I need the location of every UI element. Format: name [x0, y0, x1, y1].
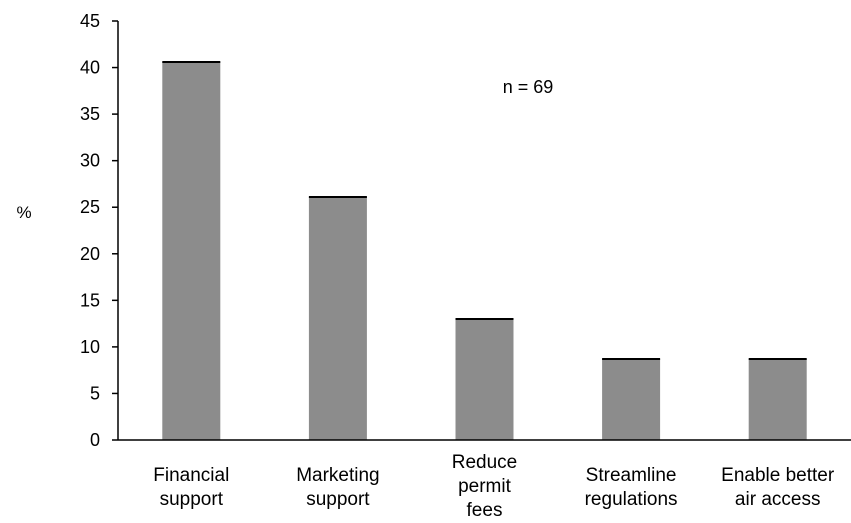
bar	[162, 61, 221, 441]
y-tick-label: 45	[80, 11, 100, 31]
x-tick-label: Enable better air access	[721, 465, 835, 510]
bar	[308, 196, 367, 440]
x-tick-label: Streamline regulations	[585, 465, 678, 510]
x-tick-label: Marketing support	[296, 465, 379, 510]
y-tick-label: 5	[90, 383, 100, 403]
bars	[162, 60, 807, 441]
y-tick-label: 40	[80, 58, 100, 78]
y-tick-label: 15	[80, 290, 100, 310]
y-tick-label: 30	[80, 151, 100, 171]
y-tick-label: 25	[80, 197, 100, 217]
x-tick-label: Reduce permit fees	[452, 452, 518, 521]
bar	[602, 358, 661, 440]
x-axis-tick-labels: Financial support Marketing support Reduce pe…	[153, 452, 835, 521]
y-tick-label: 35	[80, 104, 100, 124]
y-axis-label: %	[16, 203, 31, 222]
y-tick-label: 10	[80, 337, 100, 357]
sample-size-annotation: n = 69	[503, 77, 554, 97]
y-axis-ticks: 0 5 10 15 20 25 30 35 40 45	[80, 11, 118, 450]
bar	[748, 358, 807, 440]
y-tick-label: 20	[80, 244, 100, 264]
x-tick-label: Financial support	[153, 465, 229, 510]
bar	[455, 318, 514, 440]
y-tick-label: 0	[90, 430, 100, 450]
